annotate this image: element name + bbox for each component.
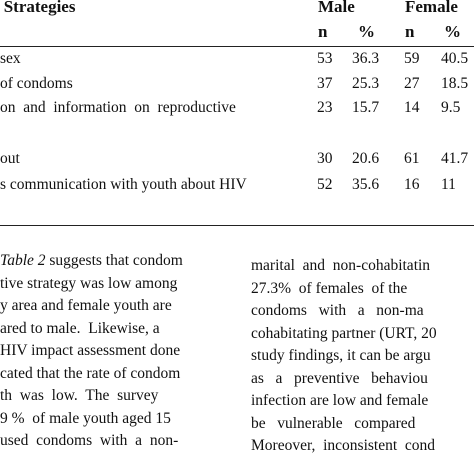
right-line-8: be vulnerable compared bbox=[251, 414, 416, 432]
row-5-female-n: 16 bbox=[404, 176, 420, 193]
body-text-left-column: Table 2 suggests that condom tive strate… bbox=[0, 250, 226, 453]
row-2-female-n: 27 bbox=[404, 75, 420, 92]
row-5-female-pct: 11 bbox=[441, 176, 456, 193]
left-line-1: Table 2 suggests that condom bbox=[0, 252, 183, 269]
row-3-female-n: 14 bbox=[404, 99, 420, 116]
row-2-male-pct: 25.3 bbox=[352, 75, 380, 92]
row-4-female-pct: 41.7 bbox=[441, 150, 469, 167]
row-2-male-n: 37 bbox=[317, 75, 333, 92]
male-n-header: n bbox=[318, 22, 328, 41]
row-2-female-pct: 18.5 bbox=[441, 75, 469, 92]
right-line-6: as a preventive behaviou bbox=[251, 369, 428, 387]
left-line-9: used condoms with a non- bbox=[0, 432, 179, 449]
table-reference: Table 2 bbox=[0, 252, 46, 269]
row-2-label: of condoms bbox=[0, 75, 73, 92]
male-pct-header: % bbox=[358, 22, 375, 41]
right-line-4: cohabitating partner (URT, 20 bbox=[251, 324, 437, 342]
right-line-1: marital and non-cohabitatin bbox=[251, 257, 431, 274]
row-1-male-pct: 36.3 bbox=[352, 50, 380, 67]
row-4-label: out bbox=[0, 150, 20, 167]
row-3-label: on and information on reproductive bbox=[0, 99, 236, 116]
strategies-header: n Strategies bbox=[0, 0, 76, 16]
row-4-female-n: 61 bbox=[404, 150, 420, 167]
table-bottom-rule bbox=[0, 225, 474, 226]
right-line-5: study findings, it can be argu bbox=[251, 347, 431, 364]
right-line-3: condoms with a non-ma bbox=[251, 302, 424, 319]
row-1-female-n: 59 bbox=[404, 50, 420, 67]
row-3-female-pct: 9.5 bbox=[441, 99, 461, 116]
left-line-4: ared to male. Likewise, a bbox=[0, 319, 160, 337]
left-line-2: tive strategy was low among bbox=[0, 274, 178, 292]
row-3-male-pct: 15.7 bbox=[352, 99, 380, 116]
left-line-5: HIV impact assessment done bbox=[0, 342, 181, 359]
female-n-header: n bbox=[405, 22, 415, 41]
row-1-female-pct: 40.5 bbox=[441, 50, 469, 67]
row-1-label: sex bbox=[0, 50, 21, 67]
left-line-6: cated that the rate of condom bbox=[0, 364, 181, 382]
row-5-male-n: 52 bbox=[317, 176, 333, 193]
body-text-right-column: marital and non-cohabitatin 27.3% of fem… bbox=[251, 255, 474, 458]
table-header-rule bbox=[0, 46, 474, 47]
left-line-7: th was low. The survey bbox=[0, 387, 159, 404]
row-3-male-n: 23 bbox=[317, 99, 333, 116]
row-1-male-n: 53 bbox=[317, 50, 333, 67]
left-line-3: y area and female youth are bbox=[0, 297, 172, 314]
right-line-2: 27.3% of females of the bbox=[251, 279, 408, 297]
right-line-7: infection are low and female bbox=[251, 392, 429, 409]
row-4-male-n: 30 bbox=[317, 150, 333, 167]
row-5-male-pct: 35.6 bbox=[352, 176, 380, 193]
row-4-male-pct: 20.6 bbox=[352, 150, 380, 167]
female-pct-header: % bbox=[444, 22, 461, 41]
right-line-9: Moreover, inconsistent cond bbox=[251, 437, 436, 454]
female-header: Female bbox=[405, 0, 458, 16]
left-line-8: 9 % of male youth aged 15 bbox=[0, 409, 171, 427]
male-header: Male bbox=[318, 0, 355, 16]
row-5-label: s communication with youth about HIV bbox=[0, 176, 247, 193]
